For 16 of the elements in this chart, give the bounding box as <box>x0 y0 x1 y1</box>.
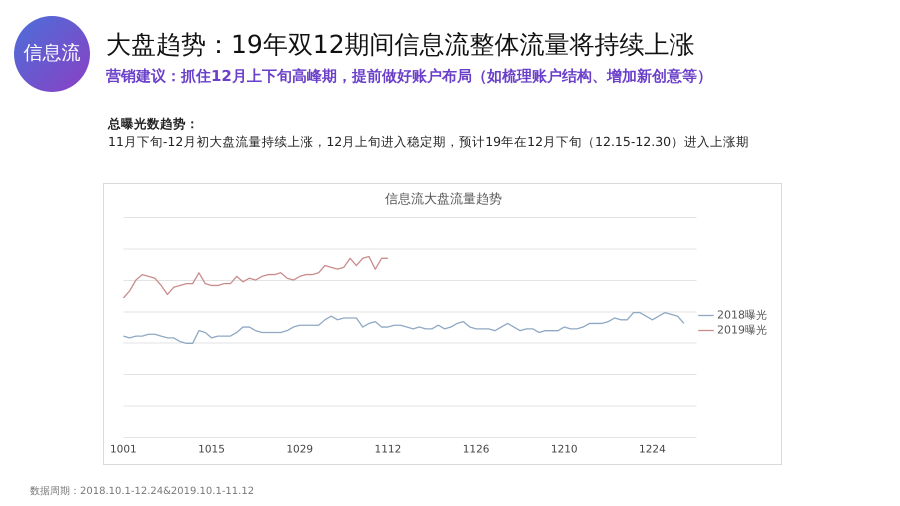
x-tick-label: 1029 <box>286 443 314 456</box>
text: 数据周期：2018.10.1-12.24&2019.10.1-11.12 <box>30 484 254 498</box>
x-tick-label: 1224 <box>639 443 666 456</box>
text: 信息流 <box>22 41 82 66</box>
text: 营销建议：抓住12月上下旬高峰期，提前做好账户布局（如梳理账户结构、增加新创意等） <box>106 67 712 86</box>
legend-label: 2018曝光 <box>717 308 768 322</box>
text: 总曝光数趋势： <box>108 116 199 133</box>
text: 大盘趋势：19年双12期间信息流整体流量将持续上涨 <box>106 29 695 61</box>
x-tick-label: 1015 <box>198 443 225 456</box>
legend-label: 2019曝光 <box>717 323 768 336</box>
x-tick-label: 1001 <box>110 443 137 456</box>
text: 11月下旬-12月初大盘流量持续上涨，12月上旬进入稳定期，预计19年在12月下旬（12.15-12.30）进入上涨期 <box>108 134 750 151</box>
x-tick-label: 1112 <box>374 443 402 456</box>
x-tick-label: 1126 <box>462 443 490 456</box>
x-tick-label: 1210 <box>550 443 578 456</box>
chart-title: 信息流大盘流量趋势 <box>385 191 502 208</box>
